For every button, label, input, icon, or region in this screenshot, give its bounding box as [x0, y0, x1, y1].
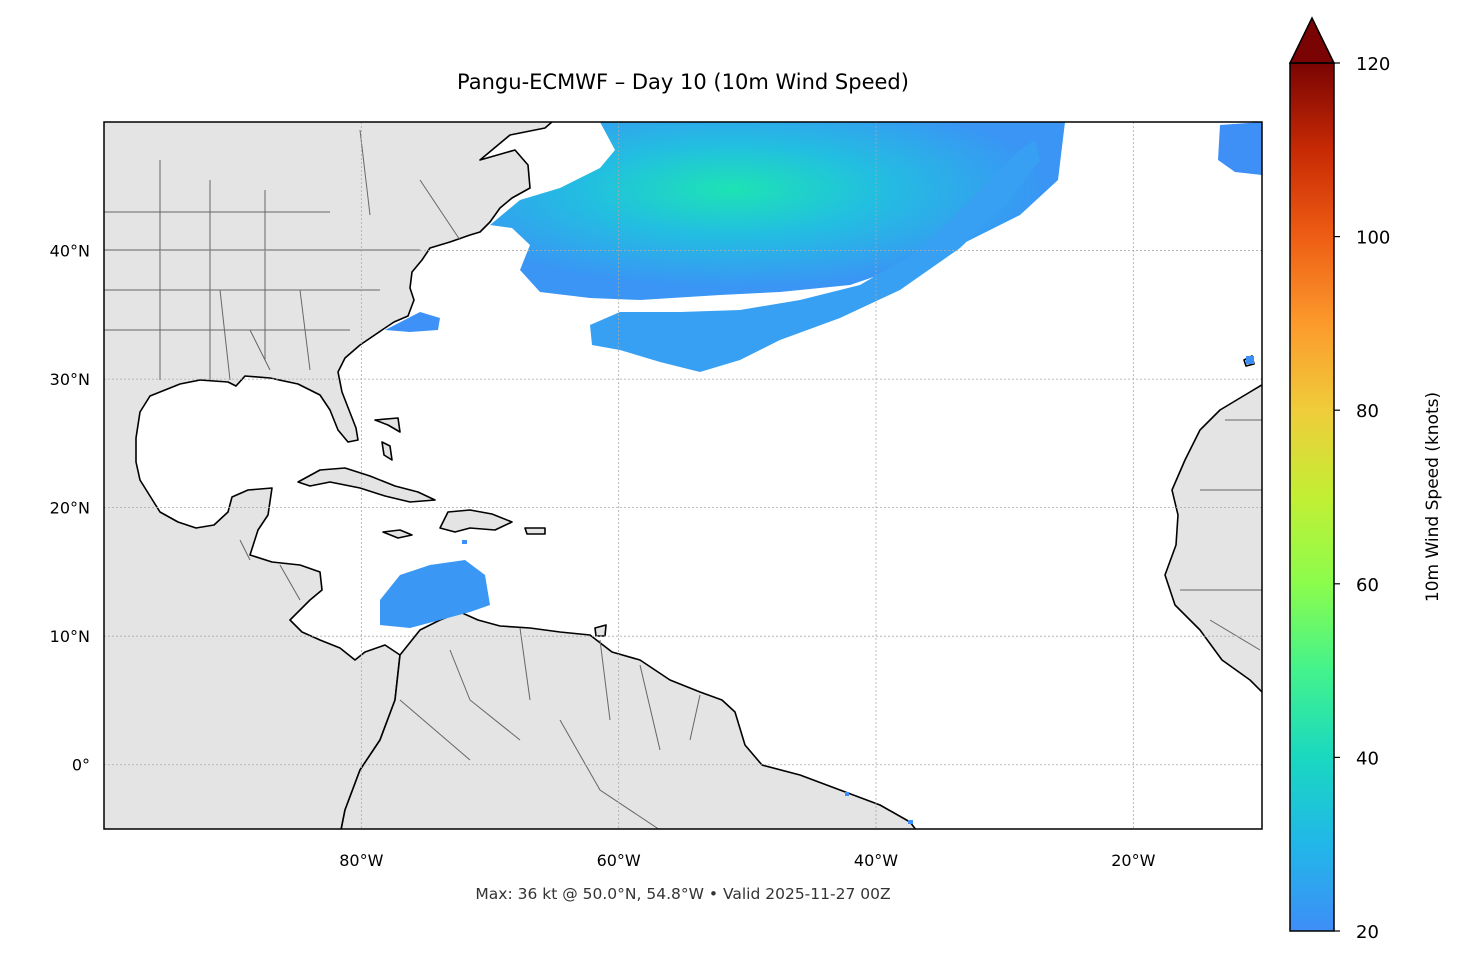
- latitude-tick-label: 20°N: [50, 499, 90, 518]
- colorbar-ticks: 20 40 60 80 100 120: [1334, 54, 1390, 943]
- colorbar-gradient: [1290, 63, 1334, 931]
- colorbar: 20 40 60 80 100 120 10m Wind Speed (knots): [1288, 16, 1443, 943]
- latitude-tick-label: 40°N: [50, 242, 90, 261]
- puerto-rico-land: [524, 527, 546, 535]
- longitude-tick-label: 40°W: [854, 851, 898, 870]
- colorbar-tick-label: 100: [1356, 228, 1390, 249]
- map-title: Pangu-ECMWF – Day 10 (10m Wind Speed): [457, 70, 909, 94]
- wind-shading-layer: [380, 122, 1262, 824]
- colorbar-tick-label: 20: [1356, 922, 1379, 943]
- africa-land: [1164, 383, 1262, 694]
- colorbar-tick-label: 80: [1356, 401, 1379, 422]
- colorbar-extend-arrow: [1288, 16, 1336, 64]
- north-america-land: [104, 122, 554, 829]
- hispaniola-land: [439, 509, 513, 533]
- bahamas-land: [374, 417, 401, 433]
- longitude-tick-label: 20°W: [1111, 851, 1155, 870]
- central-atlantic-wind-band: [590, 140, 1040, 372]
- ne-atlantic-wind-patch: [1218, 122, 1262, 175]
- coast-wind-speck: [908, 820, 913, 824]
- carolina-wind-patch: [385, 312, 440, 332]
- max-wind-footer: Max: 36 kt @ 50.0°N, 54.8°W • Valid 2025…: [475, 885, 891, 903]
- colorbar-label: 10m Wind Speed (knots): [1423, 392, 1443, 602]
- colorbar-tick-label: 40: [1356, 748, 1379, 769]
- jamaica-land: [382, 529, 413, 539]
- colorbar-tick-label: 120: [1356, 54, 1390, 75]
- brazil-wind-speck: [845, 792, 849, 796]
- colorbar-tick-label: 60: [1356, 575, 1379, 596]
- border-layer: [104, 129, 1262, 829]
- lesser-antilles-wind-speck: [462, 540, 467, 544]
- gridlines: [104, 122, 1262, 829]
- longitude-tick-labels: 80°W 60°W 40°W 20°W: [339, 851, 1155, 870]
- canary-wind-speck: [1246, 356, 1254, 364]
- latitude-tick-labels: 40°N 30°N 20°N 10°N 0°: [50, 242, 90, 775]
- longitude-tick-label: 60°W: [597, 851, 641, 870]
- caribbean-wind-patch: [380, 560, 490, 628]
- south-america-land: [340, 611, 917, 829]
- latitude-tick-label: 0°: [72, 756, 90, 775]
- latitude-tick-label: 30°N: [50, 370, 90, 389]
- cuba-land: [297, 467, 436, 503]
- latitude-tick-label: 10°N: [50, 627, 90, 646]
- longitude-tick-label: 80°W: [339, 851, 383, 870]
- bahamas-land-2: [381, 441, 393, 461]
- map-frame: [103, 121, 1263, 830]
- colorbar-frame: [1289, 62, 1335, 932]
